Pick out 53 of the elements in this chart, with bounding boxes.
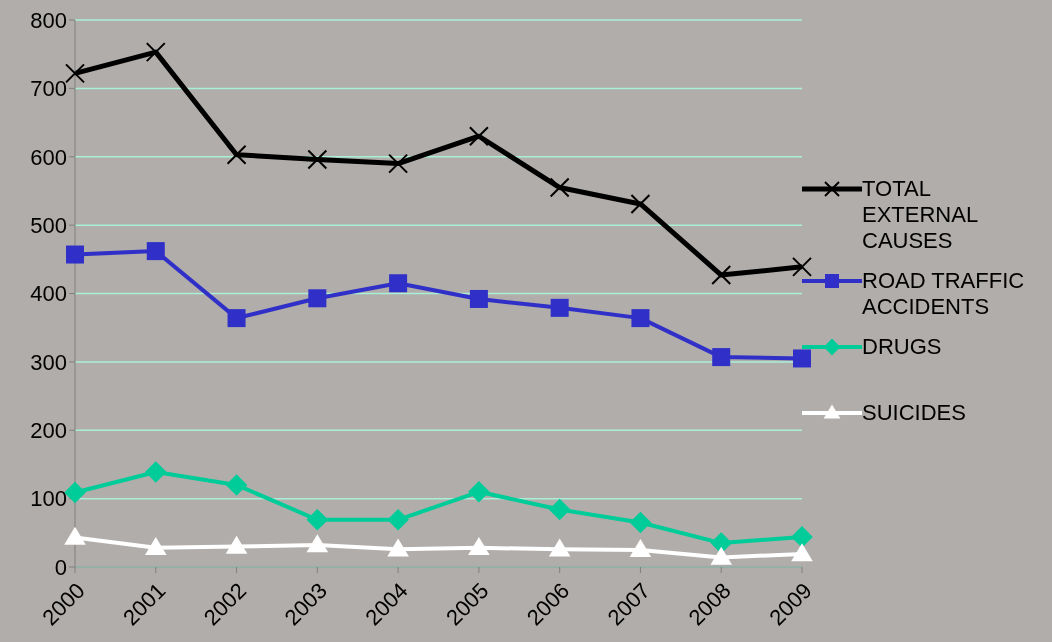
legend-label: SUICIDES [862,400,966,426]
y-tick-label: 300 [30,349,67,375]
y-tick-label: 100 [30,486,67,512]
y-tick-label: 500 [30,212,67,238]
point [710,546,733,565]
point [387,538,409,557]
point [548,538,571,557]
point [548,498,571,521]
point [306,534,329,553]
point [225,474,248,496]
point [64,481,86,504]
point [64,526,86,545]
point [146,242,165,261]
y-tick-label: 600 [30,144,67,170]
point [629,511,652,534]
legend-label: TOTAL EXTERNAL CAUSES [862,176,979,254]
point [307,149,328,170]
point [469,289,488,308]
point [712,348,731,367]
point [711,265,732,286]
point [791,526,813,548]
point [468,480,490,503]
point [66,245,84,264]
point [468,126,489,147]
point [65,63,85,84]
legend-label: ROAD TRAFFIC ACCIDENTS [862,268,1026,320]
point [629,539,652,558]
point [791,543,813,562]
point [145,42,166,63]
point [308,289,327,308]
y-tick-label: 400 [30,281,67,307]
point [710,532,733,554]
point [387,509,409,531]
point [388,153,409,174]
y-tick-label: 700 [30,76,67,102]
y-tick-label: 0 [54,554,67,580]
point [468,537,490,556]
point [630,193,651,214]
point [306,509,329,531]
point [144,537,167,556]
point [227,309,246,328]
point [549,177,570,198]
point [631,309,650,328]
y-tick-label: 800 [30,7,67,33]
point [793,349,811,368]
point [792,256,812,277]
y-tick-label: 200 [30,418,67,444]
point [225,535,248,554]
point [389,274,408,293]
point [144,461,167,483]
legend-label: DRUGS [862,334,942,360]
point [550,298,569,317]
point [226,144,247,165]
